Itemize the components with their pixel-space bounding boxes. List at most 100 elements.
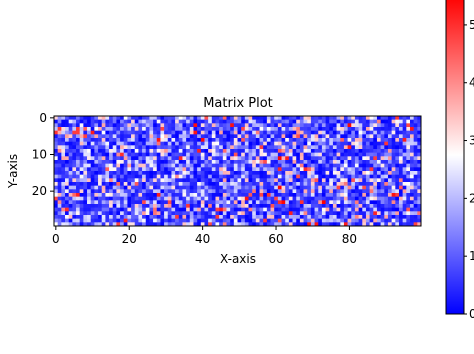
heatmap-cell [167,204,172,208]
heatmap-cell [299,200,304,205]
heatmap-cell [332,222,337,227]
heatmap-cell [329,138,334,142]
heatmap-cell [142,152,147,157]
heatmap-cell [145,204,150,208]
heatmap-cell [259,178,264,183]
heatmap-cell [61,156,66,161]
heatmap-cell [376,211,381,216]
heatmap-cell [369,200,374,205]
heatmap-cell [230,218,235,223]
heatmap-cell [226,123,231,128]
heatmap-cell [398,171,403,175]
heatmap-cell [329,189,334,194]
heatmap-cell [248,222,253,227]
heatmap-cell [101,156,106,161]
heatmap-cell [134,160,139,164]
heatmap-cell [281,174,286,179]
heatmap-cell [270,196,275,201]
heatmap-cell [270,167,275,172]
heatmap-cell [215,182,220,186]
heatmap-cell [208,152,213,157]
heatmap-cell [391,193,396,197]
heatmap-cell [167,116,172,120]
heatmap-cell [219,196,224,201]
heatmap-cell [233,156,238,161]
heatmap-cell [409,189,414,194]
heatmap-cell [182,167,187,172]
heatmap-cell [54,211,58,216]
heatmap-cell [314,119,319,124]
heatmap-cell [123,116,128,120]
heatmap-cell [417,127,422,131]
heatmap-cell [127,167,132,172]
heatmap-cell [204,222,209,227]
heatmap-cell [391,185,396,190]
heatmap-cell [83,178,88,183]
heatmap-cell [76,189,80,194]
heatmap-cell [145,218,150,223]
heatmap-cell [391,196,396,201]
heatmap-cell [365,171,370,175]
heatmap-cell [156,222,161,227]
heatmap-cell [164,204,169,208]
heatmap-cell [54,189,58,194]
heatmap-cell [149,207,154,212]
heatmap-cell [244,167,249,172]
heatmap-cell [219,167,224,172]
heatmap-cell [281,189,286,194]
heatmap-cell [120,119,125,124]
heatmap-cell [175,145,180,150]
heatmap-cell [138,167,143,172]
heatmap-cell [197,211,202,216]
heatmap-cell [310,149,315,153]
heatmap-cell [90,127,95,131]
heatmap-cell [175,160,180,164]
heatmap-cell [127,211,132,216]
heatmap-cell [90,174,95,179]
heatmap-cell [208,149,213,153]
heatmap-cell [274,145,279,150]
heatmap-cell [101,174,106,179]
heatmap-cell [237,167,242,172]
heatmap-cell [167,156,172,161]
heatmap-cell [189,134,194,139]
heatmap-cell [160,218,165,223]
heatmap-cell [186,141,191,146]
heatmap-cell [72,207,77,212]
heatmap-cell [277,156,282,161]
heatmap-cell [164,167,169,172]
heatmap-cell [164,200,169,205]
heatmap-cell [270,193,275,197]
heatmap-cell [171,160,176,164]
heatmap-cell [222,182,227,186]
heatmap-cell [87,141,91,146]
heatmap-cell [153,174,158,179]
heatmap-cell [112,211,117,216]
x-axis-label: X-axis [220,252,256,266]
heatmap-cell [402,196,407,201]
heatmap-cell [292,193,297,197]
heatmap-cell [134,218,139,223]
heatmap-cell [362,156,367,161]
heatmap-cell [215,138,220,142]
heatmap-cell [343,178,348,183]
heatmap-cell [413,123,418,128]
heatmap-cell [384,218,389,223]
heatmap-cell [101,138,106,142]
heatmap-cell [244,127,249,131]
heatmap-cell [259,215,264,219]
heatmap-cell [120,149,125,153]
heatmap-cell [274,215,279,219]
heatmap-cell [186,127,191,131]
heatmap-cell [153,185,158,190]
heatmap-cell [362,167,367,172]
heatmap-cell [61,196,66,201]
heatmap-cell [175,149,180,153]
heatmap-cell [204,149,209,153]
heatmap-cell [340,116,345,120]
heatmap-cell [208,215,213,219]
heatmap-cell [134,123,139,128]
heatmap-cell [112,116,117,120]
heatmap-cell [156,171,161,175]
heatmap-cell [409,163,414,168]
